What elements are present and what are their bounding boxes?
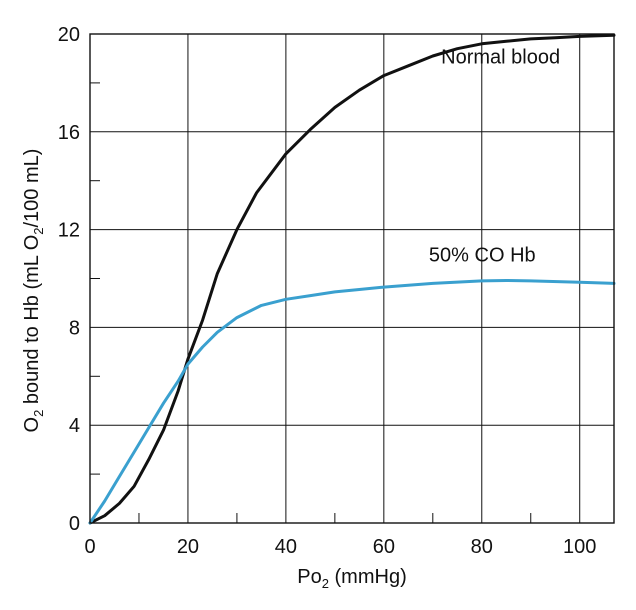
plot-frame bbox=[89, 33, 615, 524]
x-tick-label-80: 80 bbox=[471, 536, 493, 558]
series-annotation-normal-blood: Normal blood bbox=[441, 46, 560, 68]
y-tick-label-16: 16 bbox=[58, 122, 80, 144]
series-annotation-50-co-hb: 50% CO Hb bbox=[429, 244, 536, 266]
x-tick-label-40: 40 bbox=[275, 536, 297, 558]
y-tick-label-12: 12 bbox=[58, 220, 80, 242]
x-tick-label-0: 0 bbox=[84, 536, 95, 558]
labels-layer: 0 4 8 12 16 20 0 20 40 60 80 100 Po2 (mmHg) O2 bound … bbox=[21, 24, 596, 591]
ticks-layer bbox=[90, 82, 532, 523]
y-tick-label-4: 4 bbox=[69, 415, 80, 437]
series-line-normal-blood bbox=[88, 33, 616, 525]
grid-layer bbox=[90, 34, 614, 523]
x-tick-label-100: 100 bbox=[563, 536, 596, 558]
series-line-50-co-hb bbox=[88, 279, 616, 525]
y-tick-label-0: 0 bbox=[69, 513, 80, 535]
y-axis-label: O2 bound to Hb (mL O2/100 mL) bbox=[21, 149, 46, 433]
x-axis-label: Po2 (mmHg) bbox=[297, 566, 406, 591]
x-tick-label-60: 60 bbox=[373, 536, 395, 558]
series-layer bbox=[88, 33, 616, 525]
y-tick-label-20: 20 bbox=[58, 24, 80, 46]
x-tick-label-20: 20 bbox=[177, 536, 199, 558]
y-tick-label-8: 8 bbox=[69, 317, 80, 339]
